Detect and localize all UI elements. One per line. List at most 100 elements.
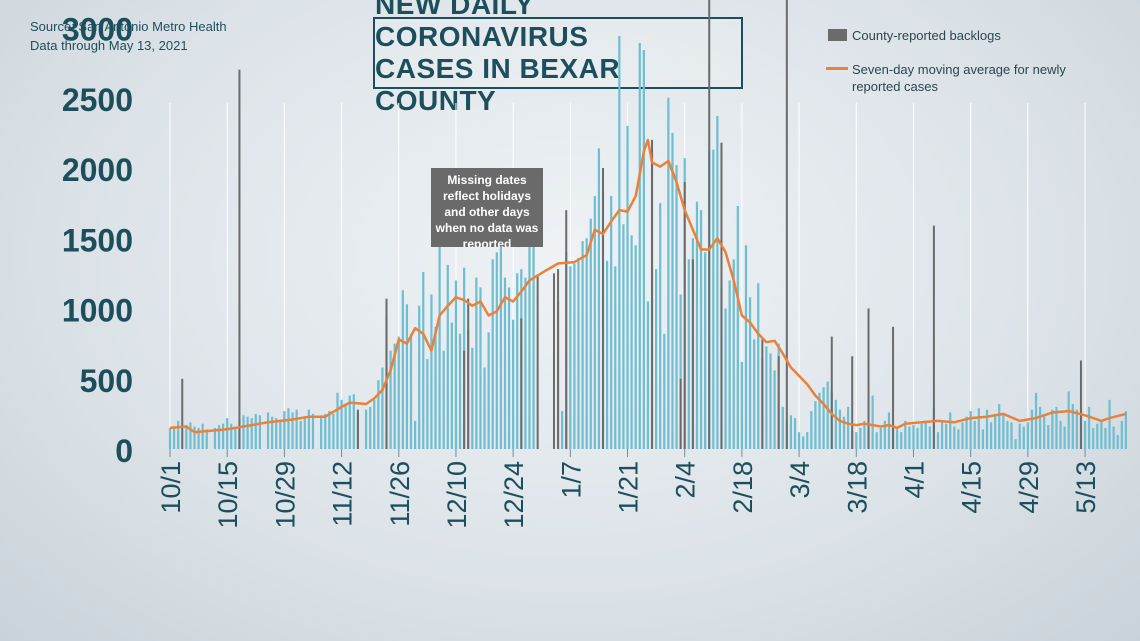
case-bar xyxy=(1055,406,1058,449)
case-bar xyxy=(483,367,486,449)
case-bar xyxy=(859,427,862,449)
case-bar xyxy=(998,404,1001,449)
backlog-bar xyxy=(761,339,764,449)
chart-title-line-2: CASES IN BEXAR COUNTY xyxy=(375,53,621,116)
case-bar xyxy=(168,427,172,449)
backlog-bar xyxy=(552,273,555,449)
case-bar xyxy=(904,420,907,449)
case-bar xyxy=(953,426,956,449)
case-bar xyxy=(634,245,637,449)
case-bar xyxy=(254,413,257,449)
case-bar xyxy=(561,411,564,449)
case-bar xyxy=(1030,409,1034,449)
case-bar xyxy=(226,418,229,449)
y-tick-label: 2500 xyxy=(62,82,133,118)
x-tick-label: 1/21 xyxy=(614,461,644,514)
backlog-bar xyxy=(520,318,523,449)
x-tick-label: 3/18 xyxy=(842,461,872,514)
case-bar xyxy=(900,432,903,449)
case-bar xyxy=(1047,425,1050,449)
case-bar xyxy=(965,416,968,449)
case-bar xyxy=(471,347,474,449)
case-bar xyxy=(646,301,650,449)
case-bar xyxy=(422,271,425,449)
case-bar xyxy=(479,287,482,449)
case-bar xyxy=(1006,420,1009,449)
case-bar xyxy=(495,252,498,449)
case-bar xyxy=(748,297,752,449)
case-bar xyxy=(642,49,645,449)
backlog-bar xyxy=(683,182,686,450)
case-bar xyxy=(303,416,306,449)
case-bar xyxy=(936,432,940,449)
x-tick-label: 4/29 xyxy=(1014,461,1044,514)
case-bar xyxy=(773,370,776,449)
case-bar xyxy=(348,395,351,449)
x-tick-label: 4/15 xyxy=(957,461,987,514)
case-bar xyxy=(1112,426,1115,449)
backlog-bar xyxy=(720,142,723,449)
case-bar xyxy=(1022,426,1025,449)
case-bar xyxy=(699,210,703,449)
case-bar xyxy=(193,426,196,449)
missing-dates-annotation: Missing dates reflect holidays and other… xyxy=(431,168,543,247)
case-bar xyxy=(1092,427,1095,449)
case-bar xyxy=(299,420,302,449)
case-bar xyxy=(883,420,886,449)
case-bar xyxy=(213,427,217,449)
case-bar xyxy=(945,423,948,449)
case-bar xyxy=(744,245,748,449)
case-bar xyxy=(1116,434,1119,449)
backlog-bar xyxy=(892,326,895,449)
case-bar xyxy=(818,392,821,449)
case-bar xyxy=(430,294,433,449)
case-bar xyxy=(491,259,494,449)
case-bar xyxy=(426,359,429,449)
case-bar xyxy=(307,409,310,449)
legend-label-average: Seven-day moving average for newly repor… xyxy=(852,62,1066,94)
case-bar xyxy=(503,277,507,449)
x-tick-label: 11/26 xyxy=(385,461,415,527)
case-bar xyxy=(295,409,298,449)
case-bar xyxy=(1063,426,1066,449)
case-bar xyxy=(487,332,490,449)
case-bar xyxy=(687,259,690,449)
case-bar xyxy=(344,404,347,449)
x-tick-label: 10/1 xyxy=(156,461,186,514)
case-bar xyxy=(928,426,931,449)
backlog-bar xyxy=(785,0,788,449)
case-bar xyxy=(275,418,278,449)
case-bar xyxy=(450,322,453,449)
case-bar xyxy=(507,287,511,449)
case-bar xyxy=(659,203,662,449)
case-bar xyxy=(810,411,813,449)
moving-average-line xyxy=(169,138,1127,434)
case-bar xyxy=(581,241,584,449)
source-note: Source: San Antonio Metro Health xyxy=(30,19,227,34)
case-bar xyxy=(414,420,417,449)
backlog-bar xyxy=(565,210,568,449)
case-bar xyxy=(573,263,576,449)
case-bar xyxy=(438,241,441,449)
case-bar xyxy=(912,425,915,449)
case-bar xyxy=(1071,404,1074,449)
case-bar xyxy=(197,427,200,449)
case-bar xyxy=(332,413,335,449)
chart-title-box: NEW DAILY CORONAVIRUS CASES IN BEXAR COU… xyxy=(373,0,743,116)
case-bar xyxy=(528,210,531,449)
case-bar xyxy=(418,305,421,449)
case-bar xyxy=(605,260,609,449)
case-bar xyxy=(712,149,715,450)
legend-swatch-backlog xyxy=(828,29,847,41)
case-bar xyxy=(667,97,670,449)
case-bar xyxy=(246,416,249,449)
case-bar xyxy=(258,415,261,449)
x-tick-label: 1/7 xyxy=(556,461,586,499)
case-bar xyxy=(1108,399,1111,449)
case-bar xyxy=(704,252,707,449)
backlog-bar xyxy=(867,308,870,449)
backlog-bar xyxy=(385,298,388,449)
case-bar xyxy=(230,423,233,449)
x-tick-label: 2/18 xyxy=(728,461,758,514)
